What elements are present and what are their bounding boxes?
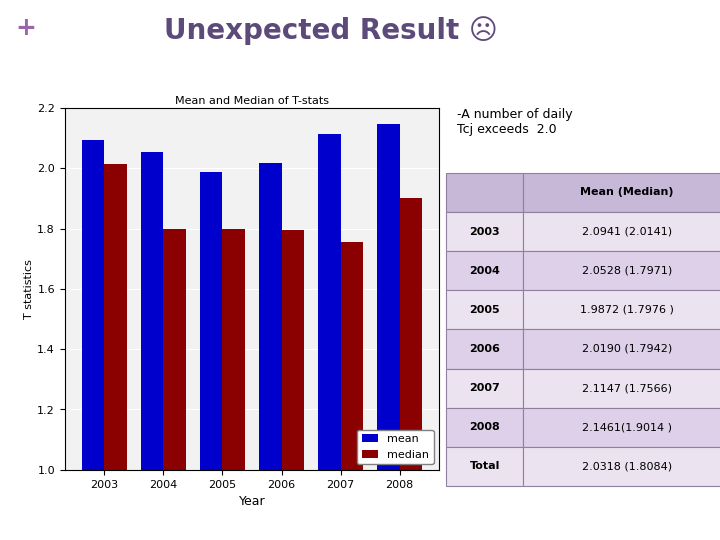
FancyBboxPatch shape [523, 291, 720, 329]
FancyBboxPatch shape [523, 408, 720, 447]
FancyBboxPatch shape [523, 368, 720, 408]
FancyBboxPatch shape [446, 291, 523, 329]
FancyBboxPatch shape [523, 173, 720, 212]
FancyBboxPatch shape [446, 251, 523, 291]
FancyBboxPatch shape [523, 212, 720, 251]
Text: 2.0941 (2.0141): 2.0941 (2.0141) [582, 226, 672, 237]
Text: 1.9872 (1.7976 ): 1.9872 (1.7976 ) [580, 305, 674, 315]
Text: 2003: 2003 [469, 226, 500, 237]
Text: -A number of daily
Tcj exceeds  2.0: -A number of daily Tcj exceeds 2.0 [457, 108, 573, 136]
Bar [82, 140, 104, 540]
Bar [163, 230, 186, 540]
Text: Total: Total [469, 461, 500, 471]
Y-axis label: T statistics: T statistics [24, 259, 35, 319]
FancyBboxPatch shape [523, 447, 720, 486]
FancyBboxPatch shape [523, 329, 720, 368]
FancyBboxPatch shape [446, 329, 523, 368]
Text: +: + [16, 16, 37, 40]
Text: 2.1461(1.9014 ): 2.1461(1.9014 ) [582, 422, 672, 433]
Bar [141, 152, 163, 540]
FancyBboxPatch shape [446, 408, 523, 447]
Bar [282, 231, 304, 540]
Text: Unexpected Result ☹: Unexpected Result ☹ [164, 16, 498, 45]
FancyBboxPatch shape [523, 251, 720, 291]
X-axis label: Year: Year [239, 495, 265, 508]
Bar [400, 198, 422, 540]
Text: 2.0528 (1.7971): 2.0528 (1.7971) [582, 266, 672, 276]
Text: 2007: 2007 [469, 383, 500, 393]
Text: 2005: 2005 [469, 305, 500, 315]
Bar [318, 134, 341, 540]
Text: Mean (Median): Mean (Median) [580, 187, 674, 198]
Text: 2008: 2008 [469, 422, 500, 433]
FancyBboxPatch shape [446, 173, 523, 212]
Text: 2004: 2004 [469, 266, 500, 276]
FancyBboxPatch shape [446, 368, 523, 408]
Text: 2.1147 (1.7566): 2.1147 (1.7566) [582, 383, 672, 393]
Text: 2006: 2006 [469, 344, 500, 354]
FancyBboxPatch shape [446, 212, 523, 251]
Bar [104, 164, 127, 540]
Bar [377, 124, 400, 540]
Text: 2.0318 (1.8084): 2.0318 (1.8084) [582, 461, 672, 471]
Bar [200, 172, 222, 540]
Bar [341, 242, 363, 540]
Legend: mean, median: mean, median [357, 430, 433, 464]
Bar [259, 163, 282, 540]
Text: 2.0190 (1.7942): 2.0190 (1.7942) [582, 344, 672, 354]
Title: Mean and Median of T-stats: Mean and Median of T-stats [175, 96, 329, 106]
FancyBboxPatch shape [446, 447, 523, 486]
Bar [222, 230, 245, 540]
